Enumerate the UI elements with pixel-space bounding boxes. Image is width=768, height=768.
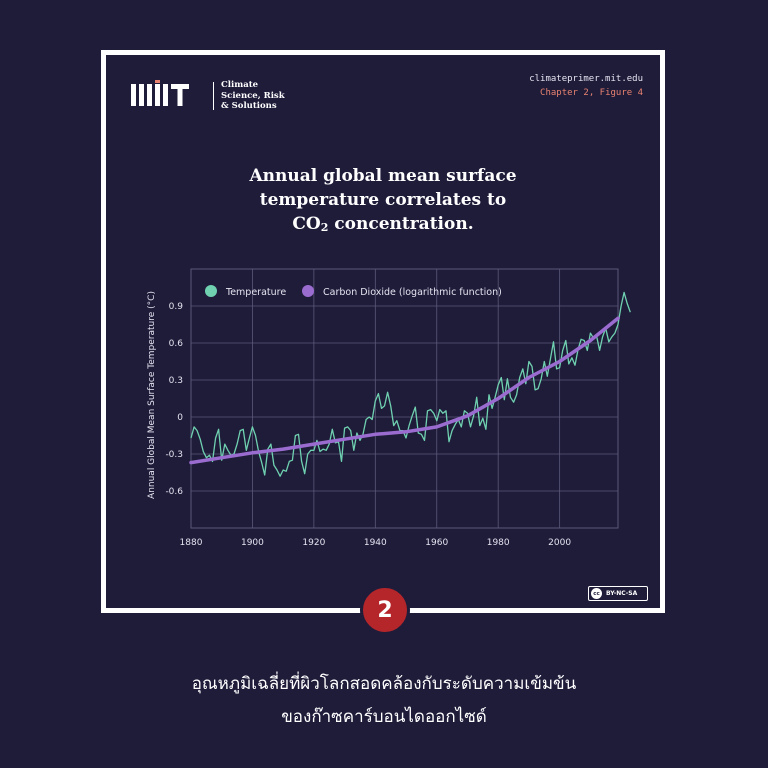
plot-frame [190, 268, 619, 529]
y-tick-label: 0.9 [169, 302, 184, 312]
logo-line: Climate [221, 80, 259, 90]
legend-temperature-label: Temperature [225, 287, 286, 298]
thai-caption: อุณหภูมิเฉลี่ยที่ผิวโลกสอดคล้องกับระดับค… [0, 668, 768, 734]
x-axis-ticks: 1880 1900 1920 1940 1960 1980 2000 [180, 538, 572, 548]
figure-card: Climate Science, Risk & Solutions climat… [101, 50, 665, 613]
legend-co2-marker [302, 285, 314, 297]
y-tick-label: 0.6 [169, 339, 184, 349]
site-url-link[interactable]: climateprimer.mit.edu [529, 74, 643, 84]
legend-co2-label: Carbon Dioxide (logarithmic function) [323, 287, 502, 298]
caption-line: อุณหภูมิเฉลี่ยที่ผิวโลกสอดคล้องกับระดับค… [191, 674, 577, 694]
legend-temperature-marker [205, 285, 217, 297]
chart-title-line: Annual global mean surface [249, 166, 517, 186]
creative-commons-icon: cc [591, 588, 602, 599]
y-tick-label: 0 [177, 413, 183, 423]
x-tick-label: 1940 [364, 538, 387, 548]
license-label: BY-NC-SA [606, 590, 638, 597]
mit-logo-icon [131, 80, 189, 106]
y-tick-label: -0.3 [165, 450, 183, 460]
chart-title-co2: CO [292, 214, 321, 234]
logo-text: Climate Science, Risk & Solutions [221, 80, 341, 112]
x-tick-label: 1980 [487, 538, 510, 548]
caption-line: ของก๊าซคาร์บอนไดออกไซด์ [281, 707, 487, 727]
chart-title-co2-subscript: 2 [320, 221, 329, 234]
chart: -0.6-0.300.30.60.9 1880 1900 1920 1940 1960 1… [147, 268, 631, 548]
x-tick-label: 1900 [241, 538, 264, 548]
license-badge[interactable]: cc BY-NC-SA [588, 586, 648, 601]
chart-title-tail: concentration. [328, 214, 474, 234]
co2-series-line [189, 316, 620, 465]
chart-title: Annual global mean surface temperature c… [166, 164, 600, 236]
chart-grid [190, 268, 619, 529]
chart-title-line: temperature correlates to [259, 190, 507, 210]
y-tick-label: -0.6 [165, 487, 183, 497]
x-tick-label: 2000 [548, 538, 571, 548]
chart-legend: Temperature Carbon Dioxide (logarithmic … [205, 285, 502, 298]
figure-number-badge: 2 [360, 585, 410, 635]
logo-divider [213, 82, 214, 110]
x-tick-label: 1920 [302, 538, 325, 548]
x-tick-label: 1960 [425, 538, 448, 548]
x-tick-label: 1880 [180, 538, 203, 548]
logo-line: Science, Risk [221, 90, 285, 101]
y-axis-ticks: -0.6 -0.3 0 0.3 0.6 0.9 [165, 302, 183, 497]
chart-title-line-3: CO2 concentration. [166, 212, 600, 236]
logo-line: & Solutions [221, 101, 277, 111]
y-tick-label: 0.3 [169, 376, 183, 386]
chapter-label: Chapter 2, Figure 4 [540, 88, 643, 98]
temperature-series-line [190, 291, 631, 477]
y-axis-label: Annual Global Mean Surface Temperature (… [147, 291, 157, 499]
